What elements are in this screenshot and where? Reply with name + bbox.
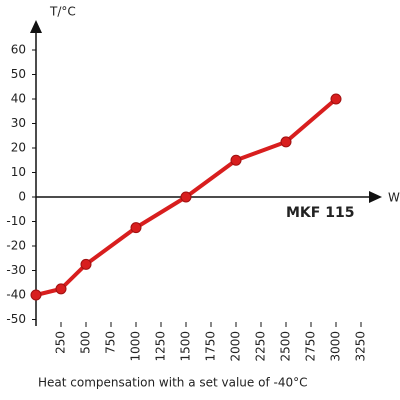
x-tick-label: 750 [104, 331, 118, 354]
x-axis-arrow [369, 191, 382, 203]
data-point [80, 258, 92, 270]
data-line [35, 97, 338, 297]
annotation: MKF 115 [286, 205, 354, 221]
x-tick-label: 2750 [304, 331, 318, 362]
y-tick-label: 20 [11, 141, 26, 155]
data-point [30, 289, 42, 301]
y-tick-label: -20 [6, 239, 26, 253]
y-axis-arrow [30, 20, 42, 33]
data-point [130, 222, 142, 234]
x-tick-label: 2000 [229, 331, 243, 362]
x-tick-label: 2250 [254, 331, 268, 362]
x-tick-label: 1250 [154, 331, 168, 362]
data-point [55, 283, 67, 295]
y-tick-label: 0 [18, 190, 26, 204]
y-tick-label: 10 [11, 165, 26, 179]
x-tick-label: 1000 [129, 331, 143, 362]
y-axis-label: T/°C [49, 5, 76, 19]
caption: Heat compensation with a set value of -4… [38, 376, 307, 390]
x-tick-label: 2500 [279, 331, 293, 362]
x-tick-label: 1500 [179, 331, 193, 362]
y-tick-label: -40 [6, 288, 26, 302]
x-tick-label: 3250 [354, 331, 368, 362]
x-tick-label: 3000 [329, 331, 343, 362]
y-tick-label: 50 [11, 67, 26, 81]
y-tick-label: -10 [6, 214, 26, 228]
y-tick-label: 30 [11, 116, 26, 130]
y-tick-label: -30 [6, 263, 26, 277]
y-tick-label: 40 [11, 92, 26, 106]
x-tick-label: 250 [54, 331, 68, 354]
y-tick-label: 60 [11, 43, 26, 57]
x-tick-label: 1750 [204, 331, 218, 362]
data-point [280, 136, 292, 148]
data-point [180, 191, 192, 203]
y-tick-label: -50 [6, 312, 26, 326]
data-point [330, 93, 342, 105]
x-axis-label: W [388, 191, 400, 205]
x-tick-label: 500 [79, 331, 93, 354]
data-point [230, 154, 242, 166]
